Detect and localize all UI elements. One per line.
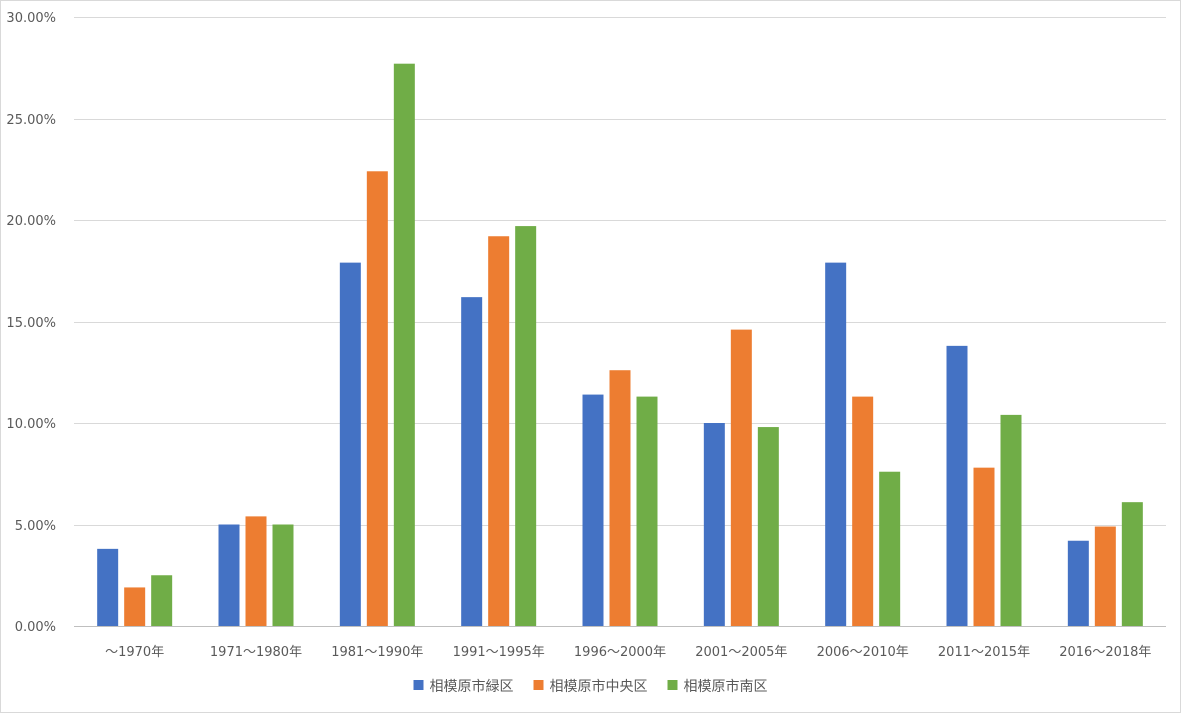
bar [461, 297, 483, 626]
bar [339, 262, 361, 626]
bar [151, 575, 173, 626]
bar [730, 329, 752, 626]
bars [97, 63, 1143, 627]
x-tick-label: 2016～2018年 [1059, 645, 1151, 660]
legend-label: 相模原市南区 [684, 678, 768, 695]
bar [946, 345, 968, 626]
x-tick-label: 1971～1980年 [210, 645, 302, 660]
y-tick-label: 25.00% [6, 113, 56, 128]
bar [1094, 526, 1116, 626]
x-axis-ticks: ～1970年 1971～1980年 1981～1990年 1991～1995年 1996… [105, 645, 1151, 660]
bar [973, 467, 995, 626]
bar [582, 394, 604, 626]
y-tick-label: 10.00% [6, 417, 56, 432]
bar [1067, 540, 1089, 626]
bar [515, 226, 537, 626]
y-tick-label: 30.00% [6, 11, 56, 26]
x-tick-label: 1996～2000年 [574, 645, 666, 660]
y-tick-label: 15.00% [6, 316, 56, 331]
bar [609, 370, 631, 626]
bar [488, 236, 510, 627]
bar [703, 423, 725, 626]
bar [1121, 502, 1143, 626]
x-tick-label: 2011～2015年 [938, 645, 1030, 660]
bar [825, 262, 847, 626]
y-tick-label: 20.00% [6, 214, 56, 229]
bar [366, 171, 388, 626]
bar [218, 524, 240, 626]
x-tick-label: 1991～1995年 [453, 645, 545, 660]
x-tick-label: 2006～2010年 [817, 645, 909, 660]
legend-label: 相模原市緑区 [430, 678, 514, 695]
x-tick-label: 1981～1990年 [331, 645, 423, 660]
bar [636, 396, 658, 626]
bar [124, 587, 146, 626]
y-axis-ticks: 0.00% 5.00% 10.00% 15.00% 20.00% 25.00% 30.00% [6, 11, 56, 635]
bar [852, 396, 874, 626]
legend: 相模原市緑区 相模原市中央区 相模原市南区 [413, 678, 768, 695]
legend-swatch [413, 680, 424, 690]
bar [97, 548, 119, 626]
x-tick-label: 2001～2005年 [695, 645, 787, 660]
bar [1000, 414, 1022, 626]
bar [245, 516, 267, 626]
bar [393, 63, 415, 626]
bar [272, 524, 294, 626]
bar [879, 471, 901, 626]
bar [757, 427, 779, 626]
x-tick-label: ～1970年 [105, 645, 164, 660]
y-tick-label: 0.00% [15, 620, 56, 635]
y-tick-label: 5.00% [15, 519, 56, 534]
legend-label: 相模原市中央区 [550, 678, 648, 695]
legend-swatch [667, 680, 678, 690]
legend-swatch [533, 680, 544, 690]
